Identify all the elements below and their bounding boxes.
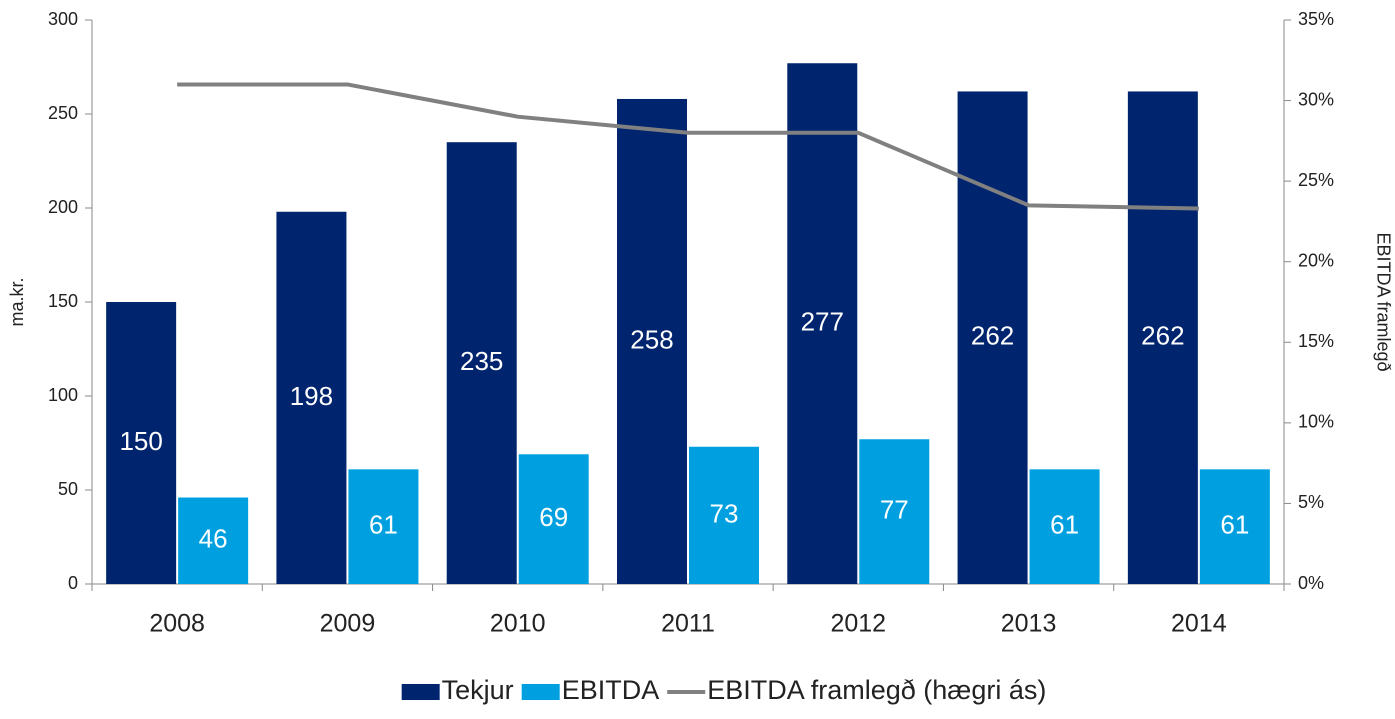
y2-tick-label: 20% (1298, 250, 1334, 270)
bar (689, 446, 759, 584)
x-tick-label: 2013 (1001, 610, 1057, 638)
data-label: 262 (1141, 321, 1184, 351)
data-label: 69 (539, 502, 568, 532)
x-tick-label: 2012 (830, 610, 886, 638)
x-tick-label: 2009 (320, 610, 376, 638)
x-tick-label: 2008 (149, 610, 205, 638)
y-tick-label: 250 (48, 103, 78, 123)
y2-tick-label: 35% (1298, 9, 1334, 29)
data-label: 235 (460, 346, 503, 376)
bar (106, 302, 177, 584)
y-axis-title: ma.kr. (7, 277, 27, 326)
data-label: 277 (801, 306, 844, 336)
data-label: 258 (630, 324, 673, 354)
legend-label: EBITDA (562, 675, 660, 705)
x-tick-label: 2010 (490, 610, 546, 638)
y-tick-label: 100 (48, 385, 78, 405)
y-tick-label: 50 (58, 479, 78, 499)
y2-tick-label: 5% (1298, 492, 1324, 512)
y-tick-label: 0 (68, 573, 78, 593)
bar (1029, 469, 1100, 584)
y2-tick-label: 25% (1298, 170, 1334, 190)
bar (787, 63, 858, 585)
data-label: 77 (880, 494, 909, 524)
data-label: 46 (199, 524, 228, 554)
legend-swatch (521, 684, 560, 700)
y2-axis-title: EBITDA framlegð (1373, 232, 1393, 371)
line (177, 82, 1199, 211)
y-tick-label: 150 (48, 291, 78, 311)
bar (276, 211, 347, 584)
data-label: 198 (290, 381, 333, 411)
bar (348, 469, 419, 584)
bar (178, 497, 249, 584)
bar (957, 91, 1028, 584)
bar (617, 98, 687, 585)
y2-tick-label: 10% (1298, 412, 1334, 432)
y-tick-label: 300 (48, 9, 78, 29)
bar (859, 439, 930, 584)
bar (446, 142, 517, 584)
data-label: 61 (1220, 510, 1249, 540)
bar (1199, 469, 1270, 584)
y-tick-label: 200 (48, 197, 78, 217)
y2-tick-label: 15% (1298, 331, 1334, 351)
bar (518, 454, 589, 584)
legend-swatch (401, 684, 440, 700)
data-label: 150 (119, 426, 162, 456)
data-label: 73 (710, 498, 739, 528)
x-tick-label: 2014 (1171, 610, 1227, 638)
data-label: 61 (369, 510, 398, 540)
legend-label: Tekjur (442, 675, 514, 705)
data-label: 61 (1050, 510, 1079, 540)
legend-label: EBITDA framlegð (hægri ás) (707, 675, 1046, 705)
x-tick-label: 2011 (661, 610, 715, 638)
y2-tick-label: 0% (1298, 573, 1324, 593)
y2-tick-label: 30% (1298, 89, 1334, 109)
bar (1127, 91, 1198, 584)
data-label: 262 (971, 321, 1014, 351)
